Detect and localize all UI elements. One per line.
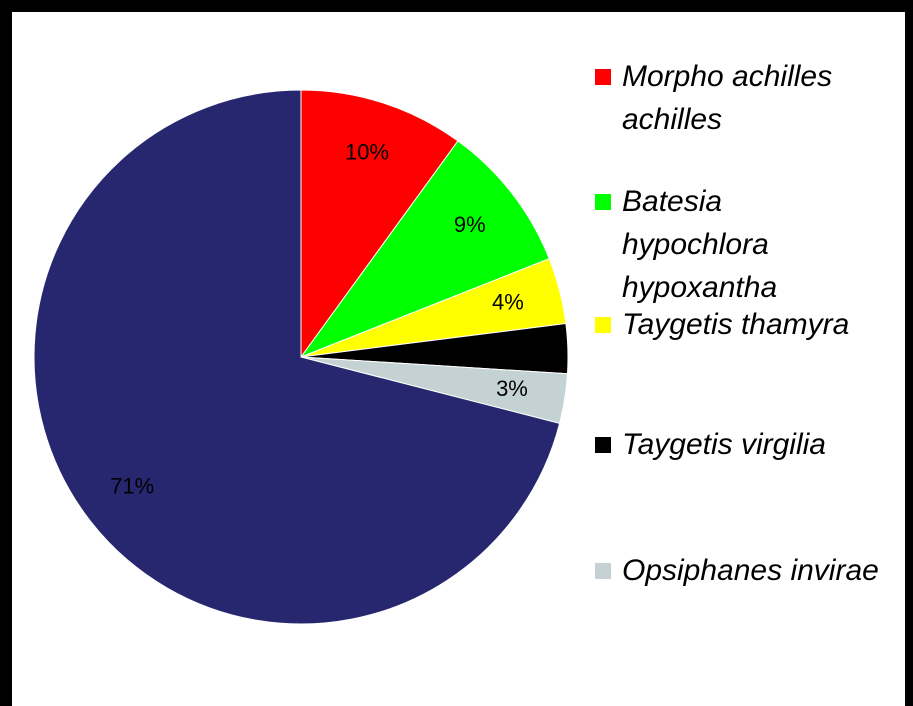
legend-swatch xyxy=(595,437,611,453)
legend-swatch xyxy=(595,194,611,210)
data-label: 10% xyxy=(345,140,389,165)
legend-item: Batesia hypochlora hypoxantha xyxy=(595,180,805,309)
legend-text: Morpho achilles achilles xyxy=(622,60,833,136)
data-label: 9% xyxy=(454,212,486,237)
legend-text: Taygetis thamyra xyxy=(622,308,850,341)
data-label: 71% xyxy=(110,474,154,499)
legend-swatch xyxy=(595,563,611,579)
legend-swatch xyxy=(595,69,611,85)
legend-item: Taygetis virgilia xyxy=(595,423,885,466)
data-label: 4% xyxy=(492,290,524,315)
legend-item: Opsiphanes invirae xyxy=(595,549,885,592)
data-label: 3% xyxy=(499,336,531,361)
pie-slice xyxy=(33,89,561,625)
legend-item: Taygetis thamyra xyxy=(595,303,885,346)
legend-text: Opsiphanes invirae xyxy=(622,554,879,587)
legend-text: Batesia hypochlora hypoxantha xyxy=(622,185,778,304)
data-label: 3% xyxy=(496,376,528,401)
pie-slice xyxy=(299,140,550,359)
legend-swatch xyxy=(595,317,611,333)
legend-item: Morpho achilles achilles xyxy=(595,55,885,141)
legend-text: Taygetis virgilia xyxy=(622,428,826,461)
pie-slice xyxy=(300,89,459,359)
